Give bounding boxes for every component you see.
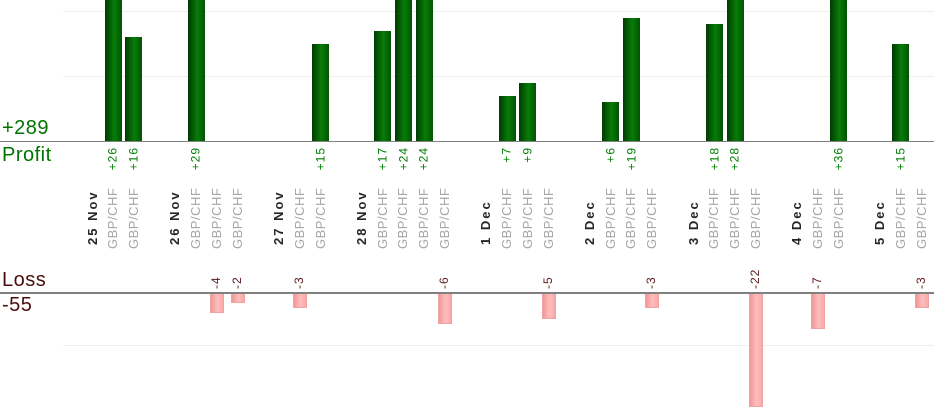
profit-bar — [104, 0, 122, 141]
profit-bar — [602, 102, 620, 141]
x-axis-symbol-label: GBP/CHF — [208, 187, 224, 249]
x-axis-date-label: 3 Dec — [685, 200, 701, 245]
profit-bar — [187, 0, 205, 141]
x-axis-symbol-label: GBP/CHF — [727, 187, 743, 249]
x-axis-symbol-label: GBP/CHF — [291, 187, 307, 249]
x-axis-symbol-label: GBP/CHF — [105, 187, 121, 249]
x-axis-date-label: 4 Dec — [789, 200, 805, 245]
x-axis-symbol-label: GBP/CHF — [374, 187, 390, 249]
profit-bar — [519, 82, 537, 141]
loss-value-label: -3 — [291, 276, 306, 289]
profit-value-label: +29 — [188, 146, 203, 170]
profit-total: +289 — [2, 117, 50, 139]
x-axis-symbol-label: GBP/CHF — [188, 187, 204, 249]
profit-value-label: +15 — [313, 146, 328, 170]
x-axis-symbol-label: GBP/CHF — [706, 187, 722, 249]
loss-bar — [541, 292, 556, 319]
x-axis-symbol-label: GBP/CHF — [913, 187, 929, 249]
loss-value-label: -3 — [913, 276, 928, 289]
profit-value-label: +19 — [623, 146, 638, 170]
x-axis-symbol-label: GBP/CHF — [519, 187, 535, 249]
x-axis-symbol-label: GBP/CHF — [229, 187, 245, 249]
x-axis-date-label: 28 Nov — [353, 190, 369, 245]
profit-value-label: +24 — [395, 146, 410, 170]
profit-bar — [415, 0, 433, 141]
profit-bar — [312, 43, 330, 141]
profit-value-label: +26 — [105, 146, 120, 170]
profit-value-label: +17 — [375, 146, 390, 170]
profit-bar — [622, 17, 640, 141]
profit-value-label: +18 — [706, 146, 721, 170]
loss-bar — [209, 292, 224, 314]
x-axis-date-label: 25 Nov — [84, 190, 100, 245]
profit-axis-line — [0, 140, 934, 142]
loss-bar — [811, 292, 826, 329]
x-axis-symbol-label: GBP/CHF — [810, 187, 826, 249]
loss-value-label: -6 — [436, 276, 451, 289]
loss-value-label: -5 — [540, 276, 555, 289]
profit-bar — [374, 30, 392, 141]
loss-bar — [748, 292, 763, 407]
loss-value-label: -22 — [747, 268, 762, 289]
profit-value-label: +24 — [416, 146, 431, 170]
profit-value-label: +36 — [831, 146, 846, 170]
profit-gridline — [63, 11, 934, 12]
profit-value-label: +16 — [126, 146, 141, 170]
x-axis-symbol-label: GBP/CHF — [644, 187, 660, 249]
loss-value-label: -3 — [644, 276, 659, 289]
x-axis-date-label: 1 Dec — [478, 200, 494, 245]
loss-axis-label: Loss — [2, 269, 47, 291]
loss-bar — [914, 292, 929, 309]
x-axis-symbol-label: GBP/CHF — [499, 187, 515, 249]
x-axis-date-label: 5 Dec — [872, 200, 888, 245]
x-axis-symbol-label: GBP/CHF — [602, 187, 618, 249]
x-axis-date-label: 2 Dec — [582, 200, 598, 245]
profit-bar — [125, 37, 143, 141]
loss-value-label: -2 — [229, 276, 244, 289]
loss-axis-line — [0, 292, 934, 294]
profit-bar — [726, 0, 744, 141]
x-axis-date-label: 26 Nov — [167, 190, 183, 245]
profit-value-label: +6 — [603, 146, 618, 163]
loss-bar — [292, 292, 307, 309]
profit-bar — [498, 95, 516, 141]
x-axis-symbol-label: GBP/CHF — [540, 187, 556, 249]
x-axis-symbol-label: GBP/CHF — [436, 187, 452, 249]
profit-bar — [892, 43, 910, 141]
profit-bar — [830, 0, 848, 141]
profit-value-label: +15 — [893, 146, 908, 170]
x-axis-symbol-label: GBP/CHF — [125, 187, 141, 249]
profit-value-label: +28 — [727, 146, 742, 170]
profit-bar — [394, 0, 412, 141]
x-axis-symbol-label: GBP/CHF — [623, 187, 639, 249]
loss-total: -55 — [2, 294, 33, 316]
profit-axis-label: Profit — [2, 144, 52, 166]
profit-value-label: +7 — [499, 146, 514, 163]
x-axis-date-label: 27 Nov — [271, 190, 287, 245]
loss-bar — [437, 292, 452, 324]
profit-gridline — [63, 76, 934, 77]
x-axis-symbol-label: GBP/CHF — [312, 187, 328, 249]
x-axis-symbol-label: GBP/CHF — [892, 187, 908, 249]
loss-bar — [645, 292, 660, 309]
loss-value-label: -7 — [810, 276, 825, 289]
profit-value-label: +9 — [520, 146, 535, 163]
profit-bar — [705, 24, 723, 141]
x-axis-symbol-label: GBP/CHF — [395, 187, 411, 249]
x-axis-symbol-label: GBP/CHF — [416, 187, 432, 249]
loss-gridline — [63, 344, 934, 346]
loss-bar — [230, 292, 245, 303]
loss-value-label: -4 — [208, 276, 223, 289]
x-axis-symbol-label: GBP/CHF — [830, 187, 846, 249]
x-axis-symbol-label: GBP/CHF — [747, 187, 763, 249]
